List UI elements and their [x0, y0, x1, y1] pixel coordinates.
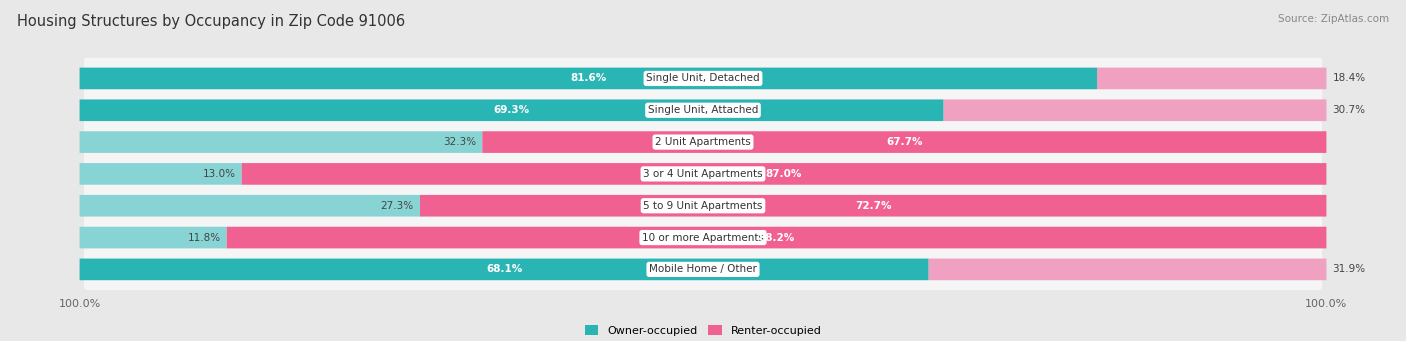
Text: Mobile Home / Other: Mobile Home / Other [650, 264, 756, 275]
FancyBboxPatch shape [80, 258, 929, 280]
FancyBboxPatch shape [84, 185, 1322, 226]
Text: 68.1%: 68.1% [486, 264, 522, 275]
Text: Single Unit, Detached: Single Unit, Detached [647, 73, 759, 84]
FancyBboxPatch shape [80, 195, 420, 217]
Text: 27.3%: 27.3% [381, 201, 413, 211]
Text: 72.7%: 72.7% [855, 201, 891, 211]
Text: 69.3%: 69.3% [494, 105, 530, 115]
Text: 87.0%: 87.0% [766, 169, 803, 179]
Text: 81.6%: 81.6% [571, 73, 606, 84]
FancyBboxPatch shape [84, 58, 1322, 99]
FancyBboxPatch shape [80, 163, 242, 185]
FancyBboxPatch shape [80, 100, 943, 121]
Text: 88.2%: 88.2% [758, 233, 794, 242]
Text: 10 or more Apartments: 10 or more Apartments [643, 233, 763, 242]
FancyBboxPatch shape [80, 131, 482, 153]
FancyBboxPatch shape [84, 217, 1322, 258]
FancyBboxPatch shape [80, 227, 226, 248]
FancyBboxPatch shape [80, 68, 1097, 89]
FancyBboxPatch shape [943, 100, 1326, 121]
FancyBboxPatch shape [242, 163, 1326, 185]
FancyBboxPatch shape [226, 227, 1326, 248]
FancyBboxPatch shape [84, 90, 1322, 131]
Text: 13.0%: 13.0% [202, 169, 235, 179]
Text: 31.9%: 31.9% [1333, 264, 1365, 275]
Text: 5 to 9 Unit Apartments: 5 to 9 Unit Apartments [644, 201, 762, 211]
Text: 3 or 4 Unit Apartments: 3 or 4 Unit Apartments [643, 169, 763, 179]
Text: 18.4%: 18.4% [1333, 73, 1365, 84]
FancyBboxPatch shape [84, 121, 1322, 163]
Text: 30.7%: 30.7% [1333, 105, 1365, 115]
Text: 2 Unit Apartments: 2 Unit Apartments [655, 137, 751, 147]
Text: Source: ZipAtlas.com: Source: ZipAtlas.com [1278, 14, 1389, 24]
FancyBboxPatch shape [482, 131, 1326, 153]
FancyBboxPatch shape [420, 195, 1326, 217]
Text: Housing Structures by Occupancy in Zip Code 91006: Housing Structures by Occupancy in Zip C… [17, 14, 405, 29]
FancyBboxPatch shape [84, 249, 1322, 290]
Text: Single Unit, Attached: Single Unit, Attached [648, 105, 758, 115]
Text: 67.7%: 67.7% [886, 137, 922, 147]
FancyBboxPatch shape [929, 258, 1326, 280]
Text: 11.8%: 11.8% [187, 233, 221, 242]
FancyBboxPatch shape [1097, 68, 1326, 89]
Legend: Owner-occupied, Renter-occupied: Owner-occupied, Renter-occupied [581, 321, 825, 340]
FancyBboxPatch shape [84, 153, 1322, 195]
Text: 32.3%: 32.3% [443, 137, 477, 147]
